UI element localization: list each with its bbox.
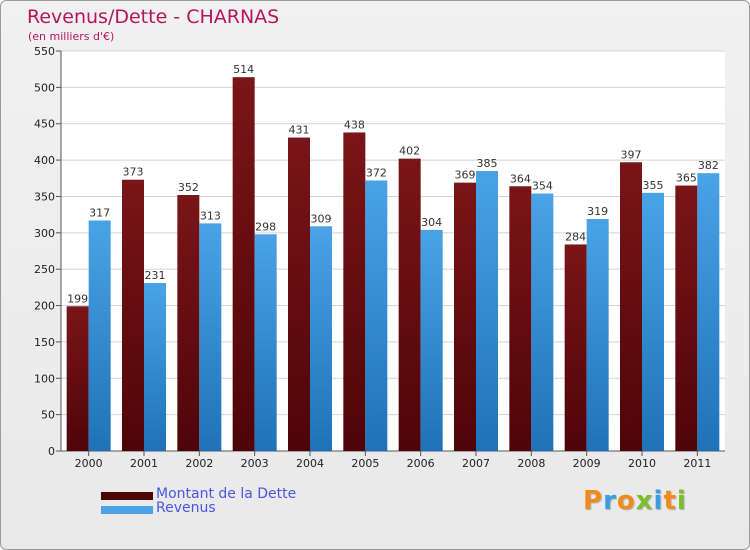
bar-dette xyxy=(232,77,255,451)
bar-revenus xyxy=(420,229,443,451)
legend-label-revenus: Revenus xyxy=(156,500,216,516)
y-tick-label: 50 xyxy=(41,409,55,422)
data-label: 298 xyxy=(255,220,276,233)
chart-title: Revenus/Dette - CHARNAS xyxy=(27,6,280,28)
data-label: 199 xyxy=(67,292,88,305)
bar-dette xyxy=(509,186,532,452)
bar-revenus xyxy=(476,171,498,451)
y-tick-label: 200 xyxy=(34,300,55,313)
proxiti-logo: Proxiti xyxy=(583,486,687,516)
data-label: 284 xyxy=(565,230,586,243)
data-label: 373 xyxy=(123,166,144,179)
bar-revenus xyxy=(88,220,111,451)
data-label: 309 xyxy=(311,212,332,225)
data-label: 382 xyxy=(698,159,719,172)
data-label: 317 xyxy=(89,206,110,219)
x-tick-label: 2007 xyxy=(462,457,490,470)
bar-dette xyxy=(620,162,642,452)
data-label: 319 xyxy=(587,205,608,218)
bar-revenus xyxy=(310,226,332,451)
bar-revenus xyxy=(531,193,554,451)
plot-area xyxy=(61,51,725,451)
x-tick-label: 2011 xyxy=(683,457,711,470)
data-label: 372 xyxy=(366,166,387,179)
data-label: 514 xyxy=(233,63,254,76)
logo-letter: x xyxy=(635,486,654,516)
logo-letter: i xyxy=(653,486,664,516)
x-tick-label: 2006 xyxy=(407,457,435,470)
x-tick-label: 2008 xyxy=(517,457,545,470)
bar-revenus xyxy=(199,223,222,451)
x-tick-label: 2001 xyxy=(130,457,158,470)
data-label: 364 xyxy=(510,172,531,185)
data-label: 385 xyxy=(477,157,498,170)
x-tick-label: 2003 xyxy=(241,457,269,470)
bar-dette xyxy=(288,137,310,451)
chart-subtitle: (en milliers d'€) xyxy=(28,30,115,43)
legend-swatch-revenus xyxy=(101,506,153,514)
bar-dette xyxy=(177,195,200,451)
bar-dette xyxy=(66,306,89,451)
x-tick-label: 2010 xyxy=(628,457,656,470)
bar-revenus xyxy=(144,283,166,451)
bar-dette xyxy=(454,182,476,452)
x-tick-label: 2009 xyxy=(573,457,601,470)
bar-revenus xyxy=(697,173,720,451)
x-tick-label: 2002 xyxy=(185,457,213,470)
data-label: 354 xyxy=(532,180,553,193)
bar-revenus xyxy=(586,219,609,451)
logo-letter: P xyxy=(583,486,604,516)
y-tick-label: 350 xyxy=(34,190,55,203)
data-label: 431 xyxy=(289,124,310,137)
logo-letter: t xyxy=(663,486,677,516)
y-tick-label: 550 xyxy=(34,45,55,58)
data-label: 365 xyxy=(676,172,697,185)
y-tick-label: 400 xyxy=(34,154,55,167)
data-label: 438 xyxy=(344,118,365,131)
y-tick-label: 300 xyxy=(34,227,55,240)
y-tick-label: 100 xyxy=(34,372,55,385)
y-tick-label: 150 xyxy=(34,336,55,349)
data-label: 355 xyxy=(643,179,664,192)
logo-letter: r xyxy=(603,486,617,516)
data-label: 397 xyxy=(621,148,642,161)
legend-swatch-dette xyxy=(101,492,153,500)
x-tick-label: 2004 xyxy=(296,457,324,470)
data-label: 304 xyxy=(421,216,442,229)
bar-revenus xyxy=(642,192,664,451)
data-label: 402 xyxy=(399,145,420,158)
bar-revenus xyxy=(254,234,277,451)
legend-label-dette: Montant de la Dette xyxy=(156,486,297,502)
data-label: 352 xyxy=(178,181,199,194)
bar-dette xyxy=(398,158,421,452)
bar-dette xyxy=(343,132,366,452)
y-tick-label: 450 xyxy=(34,118,55,131)
bar-dette xyxy=(564,244,587,451)
y-tick-label: 250 xyxy=(34,263,55,276)
bar-revenus xyxy=(365,180,388,452)
x-tick-label: 2000 xyxy=(75,457,103,470)
logo-letter: i xyxy=(676,486,687,516)
data-label: 231 xyxy=(145,269,166,282)
data-label: 313 xyxy=(200,209,221,222)
bar-dette xyxy=(675,185,698,451)
bar-dette xyxy=(122,179,144,451)
data-label: 369 xyxy=(455,169,476,182)
y-tick-label: 500 xyxy=(34,81,55,94)
x-tick-label: 2005 xyxy=(351,457,379,470)
logo-letter: o xyxy=(616,486,636,516)
y-tick-label: 0 xyxy=(48,445,55,458)
